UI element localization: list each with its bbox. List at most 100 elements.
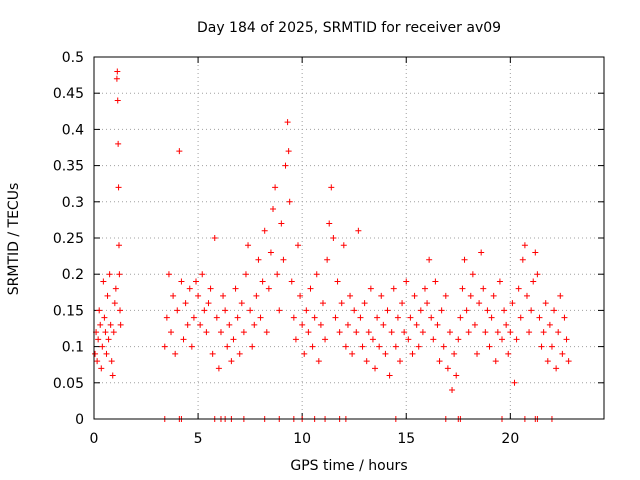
data-point	[505, 350, 512, 357]
data-point	[303, 307, 310, 314]
data-point	[217, 329, 224, 336]
data-point	[282, 162, 289, 169]
data-point	[197, 321, 204, 328]
data-point	[97, 321, 104, 328]
data-point	[311, 314, 318, 321]
data-point	[234, 314, 241, 321]
data-point	[295, 242, 301, 249]
data-point	[98, 365, 105, 372]
data-point	[405, 336, 412, 343]
data-point	[555, 329, 562, 336]
data-point	[96, 307, 103, 314]
data-point	[290, 314, 297, 321]
data-point	[353, 329, 360, 336]
data-point	[455, 336, 462, 343]
data-point	[259, 278, 266, 285]
y-tick-label: 0.25	[53, 231, 84, 247]
data-point	[220, 292, 227, 299]
data-point	[561, 314, 568, 321]
data-point	[188, 343, 195, 350]
data-point	[224, 343, 231, 350]
data-point	[503, 321, 510, 328]
data-point	[338, 300, 345, 307]
data-point	[172, 350, 179, 357]
data-point	[563, 336, 570, 343]
data-point	[463, 307, 470, 314]
data-point	[407, 314, 414, 321]
data-point	[278, 220, 285, 227]
data-point	[428, 314, 435, 321]
data-point	[367, 285, 374, 292]
data-point	[390, 285, 397, 292]
data-point	[163, 314, 170, 321]
data-point	[446, 329, 453, 336]
data-point	[178, 278, 185, 285]
data-point	[100, 278, 107, 285]
data-point	[263, 329, 270, 336]
data-point	[534, 271, 541, 278]
data-point	[347, 292, 354, 299]
data-point	[467, 292, 474, 299]
data-point	[305, 329, 312, 336]
data-point	[438, 307, 445, 314]
data-point	[115, 242, 122, 249]
axis-ticks: 0 0.05 0.1 0.15 0.2 0.25 0.3 0.35 0.4 0.45 0.5 0 5 10…	[53, 50, 604, 447]
data-point	[538, 343, 545, 350]
data-point	[490, 292, 497, 299]
data-point	[480, 285, 487, 292]
data-point	[361, 300, 368, 307]
chart-title: Day 184 of 2025, SRMTID for receiver av0…	[197, 20, 501, 36]
y-tick-label: 0.1	[62, 340, 84, 356]
data-point	[513, 336, 520, 343]
data-point	[106, 271, 113, 278]
data-point	[544, 358, 551, 365]
data-point	[117, 321, 124, 328]
data-point	[307, 285, 314, 292]
data-point	[357, 314, 364, 321]
data-point	[496, 278, 503, 285]
data-point	[369, 336, 376, 343]
data-point	[501, 307, 508, 314]
data-point	[442, 292, 449, 299]
data-point	[186, 285, 193, 292]
data-point	[199, 271, 206, 278]
data-point	[507, 329, 514, 336]
x-tick-label: 15	[397, 431, 415, 447]
plot-frame	[93, 56, 605, 420]
x-tick-label: 10	[293, 431, 311, 447]
data-point	[417, 307, 424, 314]
data-point	[265, 285, 272, 292]
data-point	[355, 227, 362, 234]
data-point	[551, 307, 558, 314]
data-point	[195, 292, 202, 299]
x-tick-label: 5	[194, 431, 203, 447]
data-point	[313, 271, 320, 278]
data-point	[436, 358, 443, 365]
data-point	[215, 365, 222, 372]
data-point	[372, 365, 379, 372]
data-point	[526, 329, 533, 336]
data-point	[330, 235, 337, 241]
y-tick-label: 0.35	[53, 159, 84, 175]
data-point	[276, 307, 283, 314]
data-point	[374, 314, 381, 321]
data-point	[94, 358, 101, 365]
data-point	[170, 292, 177, 299]
data-point	[536, 314, 543, 321]
data-point	[222, 307, 229, 314]
data-point	[336, 329, 343, 336]
data-point	[403, 278, 410, 285]
data-point	[286, 198, 293, 205]
data-point	[102, 329, 109, 336]
data-point	[168, 329, 175, 336]
data-point	[242, 271, 249, 278]
data-point	[111, 300, 118, 307]
data-point	[99, 343, 106, 350]
data-point	[95, 336, 102, 343]
data-point	[540, 329, 547, 336]
data-point	[494, 329, 501, 336]
y-tick-label: 0.3	[62, 195, 84, 211]
data-point	[112, 285, 119, 292]
data-point	[409, 350, 416, 357]
grid	[94, 57, 604, 419]
